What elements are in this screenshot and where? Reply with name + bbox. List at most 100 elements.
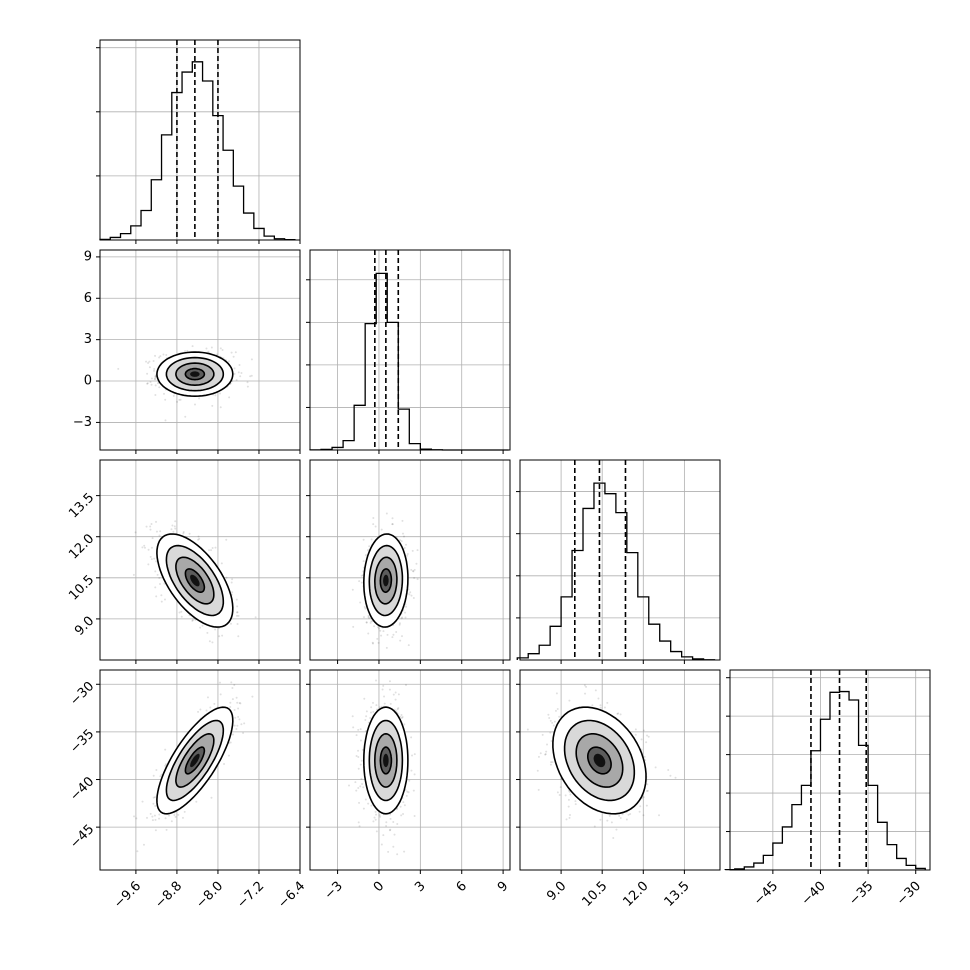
sample-point [355, 755, 358, 758]
sample-point [357, 728, 360, 731]
sample-point [585, 685, 588, 688]
sample-point [545, 750, 548, 753]
sample-point [365, 715, 368, 718]
sample-point [385, 646, 388, 649]
sample-point [536, 769, 539, 772]
sample-point [645, 741, 648, 744]
sample-point [537, 755, 540, 758]
sample-point [238, 363, 241, 366]
sample-point [231, 733, 234, 736]
tick-label: 6 [454, 879, 470, 895]
sample-point [370, 538, 373, 541]
tick-label: 3 [84, 332, 92, 347]
sample-point [401, 519, 404, 522]
sample-point [388, 688, 391, 691]
grid [100, 40, 301, 240]
sample-point [551, 761, 554, 764]
sample-point [254, 616, 257, 619]
sample-point [359, 739, 362, 742]
sample-point [214, 546, 217, 549]
sample-point [359, 601, 362, 604]
contour-line [563, 719, 636, 802]
sample-point [205, 347, 208, 350]
tick-label: 12.0 [66, 531, 97, 562]
sample-point [246, 385, 249, 388]
sample-point [362, 560, 365, 563]
sample-point [550, 761, 553, 764]
sample-point [546, 743, 549, 746]
sample-point [211, 547, 214, 550]
sample-point [178, 398, 181, 401]
contour-line [184, 568, 206, 593]
sample-point [646, 789, 649, 792]
contour-line [368, 719, 404, 802]
sample-point [360, 759, 363, 762]
sample-point [363, 606, 366, 609]
sample-point [171, 524, 174, 527]
panel-frame [99, 669, 301, 871]
sample-point [556, 791, 559, 794]
tick-label: 0 [84, 374, 92, 389]
sample-point [374, 818, 377, 821]
sample-point [379, 629, 382, 632]
panel-content [310, 460, 510, 660]
sample-point [149, 525, 152, 528]
sample-point [235, 378, 238, 381]
sample-point [369, 716, 372, 719]
sample-point [642, 729, 645, 732]
contour-line [587, 746, 612, 775]
sample-point [371, 642, 374, 645]
sample-point [645, 804, 648, 807]
sample-point [155, 530, 158, 533]
sample-point [154, 393, 157, 396]
sample-point [388, 680, 391, 683]
sample-point [249, 375, 252, 378]
sample-point [375, 679, 378, 682]
sample-point [379, 815, 382, 818]
sample-point [410, 769, 413, 772]
sample-point [392, 633, 395, 636]
sample-point [593, 825, 596, 828]
sample-point [615, 828, 618, 831]
sample-point [413, 568, 416, 571]
sample-point [367, 614, 370, 617]
tick-label: −8.0 [193, 879, 226, 912]
sample-point [233, 708, 236, 711]
sample-point [358, 825, 361, 828]
sample-point [186, 349, 189, 352]
tick-label: −3 [73, 415, 92, 430]
sample-point [141, 546, 144, 549]
tick-label: −35 [846, 879, 876, 909]
sample-point [395, 631, 398, 634]
sample-point [132, 573, 135, 576]
sample-point [149, 528, 152, 531]
sample-point [170, 528, 173, 531]
sample-point [362, 786, 365, 789]
sample-point [240, 372, 243, 375]
sample-point [364, 554, 367, 557]
contour-line [379, 746, 393, 775]
sample-point [370, 620, 373, 623]
sample-point [352, 726, 355, 729]
sample-point [397, 693, 400, 696]
panel-frame [309, 669, 511, 871]
panel-frame [99, 249, 301, 451]
sample-point [618, 814, 621, 817]
sample-point [364, 798, 367, 801]
sample-point [391, 517, 394, 520]
sample-point [229, 622, 232, 625]
sample-point [646, 734, 649, 737]
sample-point [397, 707, 400, 710]
tick-label: −45 [751, 879, 781, 909]
tick-label: 3 [412, 879, 428, 895]
tick-label: 12.0 [621, 879, 652, 910]
sample-point [147, 563, 150, 566]
sample-point [360, 777, 363, 780]
sample-point [194, 403, 197, 406]
contour-line [165, 719, 225, 802]
sample-point [210, 796, 213, 799]
tick-label: 6 [84, 291, 92, 306]
sample-point [214, 628, 217, 631]
sample-point [360, 574, 363, 577]
sample-point [548, 717, 551, 720]
